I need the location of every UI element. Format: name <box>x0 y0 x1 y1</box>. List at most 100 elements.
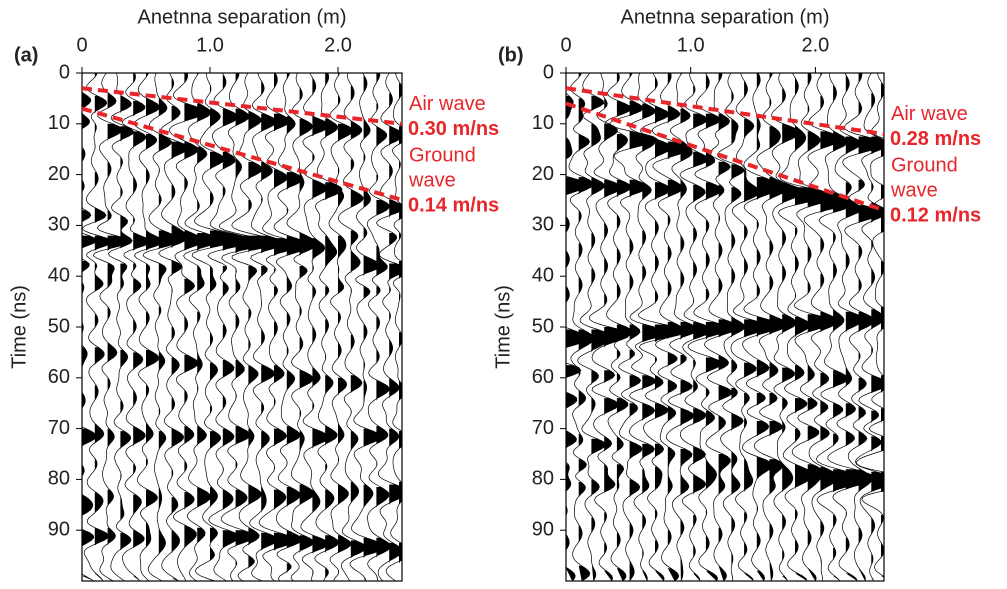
y-tick-label: 30 <box>532 214 554 236</box>
trace-fill <box>871 73 884 581</box>
plot-frame <box>81 72 403 582</box>
wiggle-traces <box>566 73 884 581</box>
x-tick-label: 1.0 <box>196 34 224 56</box>
trace-fill <box>667 73 689 581</box>
y-tick-label: 40 <box>532 264 554 286</box>
trace-fill <box>146 73 164 581</box>
trace-fill <box>616 73 633 581</box>
trace-fill <box>222 75 253 581</box>
x-tick-label: 0 <box>560 34 571 56</box>
y-tick-label: 90 <box>532 518 554 540</box>
trace-fill <box>299 88 317 554</box>
y-tick-label: 50 <box>532 315 554 337</box>
wave-speed: 0.12 m/ns <box>890 204 981 226</box>
trace-line <box>577 73 613 581</box>
trace-fill <box>274 73 300 581</box>
panel-label: (b) <box>498 44 524 66</box>
trace-fill <box>82 93 97 581</box>
velocity-line <box>81 86 403 126</box>
velocity-line <box>81 106 403 202</box>
y-tick-label: 60 <box>532 366 554 388</box>
y-tick-label: 90 <box>48 518 70 540</box>
y-tick-label: 20 <box>532 163 554 185</box>
trace-fill <box>795 78 828 581</box>
wave-name: Air wave <box>891 103 968 125</box>
y-tick-label: 10 <box>532 112 554 134</box>
trace-fill <box>197 73 220 561</box>
trace-fill <box>693 85 713 581</box>
trace-fill <box>782 88 803 581</box>
wave-name: wave <box>890 179 938 201</box>
y-tick-label: 50 <box>48 315 70 337</box>
x-axis-title: Anetnna separation (m) <box>620 6 829 28</box>
trace-fill <box>184 73 205 581</box>
trace-line <box>856 73 884 577</box>
y-axis-title: Time (ns) <box>8 285 30 369</box>
velocity-line <box>565 86 885 136</box>
y-tick-label: 10 <box>48 112 70 134</box>
trace-fill <box>325 73 343 579</box>
trace-fill <box>591 95 613 581</box>
trace-line <box>385 73 402 581</box>
trace-line <box>142 73 182 581</box>
panel-label: (a) <box>14 44 38 66</box>
trace-fill <box>744 80 769 581</box>
trace-fill <box>718 73 740 581</box>
x-tick-label: 2.0 <box>324 34 352 56</box>
trace-fill <box>376 73 391 581</box>
trace-line <box>286 73 317 581</box>
velocity-line <box>565 101 885 213</box>
trace-fill <box>769 73 789 581</box>
x-axis-title: Anetnna separation (m) <box>137 6 346 28</box>
y-tick-label: 40 <box>48 264 70 286</box>
trace-fill <box>578 73 594 581</box>
x-tick-label: 1.0 <box>677 34 705 56</box>
y-tick-label: 70 <box>532 417 554 439</box>
x-tick-label: 0 <box>76 34 87 56</box>
y-tick-label: 30 <box>48 214 70 236</box>
trace-fill <box>210 85 241 581</box>
y-tick-label: 80 <box>532 468 554 490</box>
trace-fill <box>350 85 367 559</box>
trace-fill <box>286 73 311 574</box>
y-tick-label: 80 <box>48 468 70 490</box>
panel: Anetnna separation (m) (b) Time (ns) 0 1.0 2.… <box>492 6 981 582</box>
trace-fill <box>235 73 268 569</box>
y-tick-label: 20 <box>48 163 70 185</box>
trace-line <box>375 73 402 581</box>
wave-speed: 0.28 m/ns <box>890 128 981 150</box>
trace-line <box>349 73 386 581</box>
trace-fill <box>389 73 402 564</box>
wave-name: Ground <box>409 144 476 166</box>
trace-fill <box>629 73 658 581</box>
wave-name: wave <box>408 169 456 191</box>
trace-fill <box>881 83 884 578</box>
trace-fill <box>120 95 134 581</box>
y-axis-title: Time (ns) <box>492 285 514 369</box>
trace-fill <box>680 73 699 581</box>
wave-speed: 0.14 m/ns <box>408 194 499 216</box>
trace-fill <box>642 103 667 581</box>
trace-fill <box>363 75 385 581</box>
wiggle-traces <box>82 73 402 581</box>
trace-line <box>366 73 392 581</box>
wave-speed: 0.30 m/ns <box>408 118 499 140</box>
panel: Anetnna separation (m) (a) Time (ns) 0 1.0 2.… <box>8 6 499 582</box>
trace-fill <box>705 75 729 581</box>
trace-fill <box>566 95 588 581</box>
trace-fill <box>399 83 402 564</box>
trace-fill <box>158 98 181 581</box>
trace-fill <box>731 90 745 581</box>
wave-name: Ground <box>891 154 958 176</box>
trace-fill <box>107 93 130 581</box>
trace-fill <box>338 73 353 576</box>
trace-fill <box>833 85 862 581</box>
trace-fill <box>94 73 112 581</box>
y-tick-label: 70 <box>48 417 70 439</box>
wave-name: Air wave <box>409 93 486 115</box>
x-tick-label: 2.0 <box>802 34 830 56</box>
y-tick-label: 60 <box>48 366 70 388</box>
y-tick-label: 0 <box>543 61 554 83</box>
trace-fill <box>756 73 782 581</box>
